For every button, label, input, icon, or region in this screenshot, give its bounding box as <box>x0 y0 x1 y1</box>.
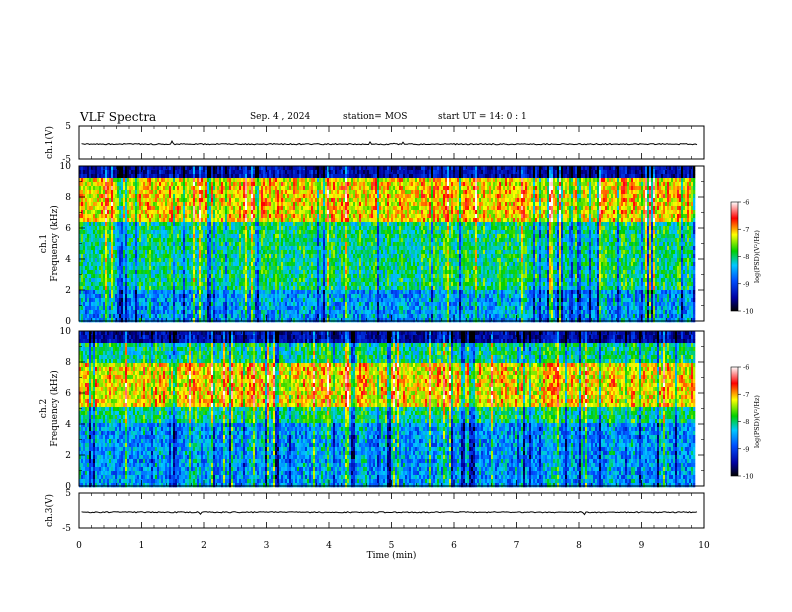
ch2-spectrogram-ytick: 8 <box>65 358 71 368</box>
ch2-spectrogram-colorbar <box>731 367 738 476</box>
ch3-waveform-panel: 5 -5 ch.3(V) <box>44 489 704 534</box>
x-tick-label: 7 <box>514 541 520 551</box>
x-axis-title: Time (min) <box>367 550 417 561</box>
ch1-spectrogram-ytick: 0 <box>65 317 71 327</box>
ch3-waveform-ytick: 5 <box>65 489 71 499</box>
x-tick-label: 1 <box>139 541 145 551</box>
ch1-spectrogram-colorbar-tick: -8 <box>743 253 749 261</box>
x-tick-label: 6 <box>451 541 457 551</box>
ch2-spectrogram-ylabel-channel: ch.2 <box>39 399 49 418</box>
ch1-spectrogram-image <box>79 166 695 322</box>
ch1-spectrogram-colorbar-label: log(PSD)(V²/Hz) <box>753 230 761 283</box>
ch1-waveform-panel: 5-5ch.1(V) <box>44 122 704 165</box>
ch1-waveform-ytick: 5 <box>65 122 71 132</box>
ch1-waveform-ylabel: ch.1(V) <box>44 126 55 159</box>
ch1-spectrogram-colorbar-tick: -9 <box>743 280 749 288</box>
ch1-spectrogram-colorbar-tick: -10 <box>743 308 753 316</box>
ch1-spectrogram-ytick: 4 <box>65 255 71 265</box>
ch2-spectrogram-ytick: 2 <box>65 451 71 461</box>
ch3-waveform-ytick: -5 <box>62 524 71 534</box>
ch2-spectrogram-colorbar-tick: -8 <box>743 418 749 426</box>
ch1-spectrogram-ytick: 10 <box>60 162 72 172</box>
ch2-spectrogram-image <box>79 331 695 487</box>
ch2-spectrogram-ytick: 4 <box>65 420 71 430</box>
ch1-spectrogram-ytick: 2 <box>65 286 71 296</box>
x-tick-label: 8 <box>576 541 582 551</box>
ch1-spectrogram-colorbar-tick: -7 <box>743 226 749 234</box>
ch1-spectrogram-ytick: 8 <box>65 193 71 203</box>
x-tick-label: 5 <box>389 541 395 551</box>
ch2-spectrogram-ytick: 6 <box>65 389 71 399</box>
x-tick-label: 2 <box>201 541 207 551</box>
ch2-spectrogram-ylabel-frequency: Frequency (kHz) <box>49 370 60 447</box>
ch1-spectrogram-panel: 0 2 4 6 8 10 ch.1 Frequency (kHz) -6 -7 -8 -9 -10 log… <box>39 162 761 327</box>
ch2-spectrogram-colorbar-tick: -7 <box>743 391 749 399</box>
x-tick-label: 3 <box>264 541 270 551</box>
ch2-spectrogram-colorbar-tick: -9 <box>743 445 749 453</box>
x-axis: 0 1 2 3 4 5 6 7 8 9 10 Time (min) <box>76 541 710 561</box>
x-tick-label: 10 <box>698 541 710 551</box>
ch1-spectrogram-colorbar-tick: -6 <box>743 199 749 207</box>
ch2-spectrogram-colorbar-label: log(PSD)(V²/Hz) <box>753 395 761 448</box>
ch2-spectrogram-colorbar-tick: -6 <box>743 364 749 372</box>
ch3-waveform-ylabel: ch.3(V) <box>44 494 55 527</box>
ch1-spectrogram-ytick: 6 <box>65 224 71 234</box>
ch2-spectrogram-colorbar-tick: -10 <box>743 473 753 481</box>
x-tick-label: 9 <box>639 541 645 551</box>
ch2-spectrogram-ytick: 10 <box>60 327 72 337</box>
ch1-spectrogram-colorbar <box>731 202 738 311</box>
ch1-spectrogram-ylabel-frequency: Frequency (kHz) <box>49 205 60 282</box>
x-tick-label: 4 <box>326 541 332 551</box>
x-tick-label: 0 <box>76 541 82 551</box>
ch1-spectrogram-ylabel-channel: ch.1 <box>39 234 49 253</box>
